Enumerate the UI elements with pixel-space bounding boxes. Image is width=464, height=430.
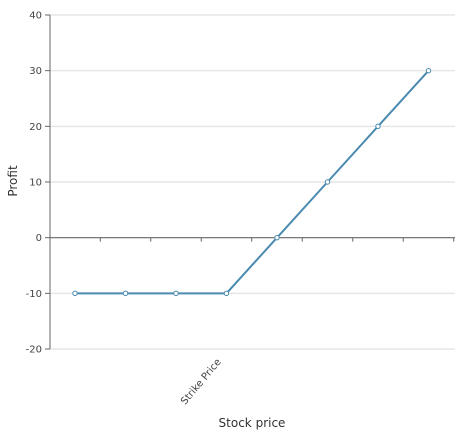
y-tick-labels: -20 -10 0 10 20 30 40: [26, 11, 50, 356]
y-tick-label: -20: [26, 345, 42, 356]
data-point: [122, 290, 129, 297]
y-tick-label: -10: [26, 289, 42, 300]
data-points: [72, 67, 432, 297]
y-tick-label: 20: [29, 122, 42, 133]
data-point: [72, 290, 78, 297]
y-tick-label: 10: [29, 178, 42, 189]
data-point: [223, 290, 230, 297]
data-point: [425, 67, 432, 74]
data-point: [375, 123, 381, 130]
y-tick-label: 40: [29, 11, 42, 22]
data-point: [274, 234, 280, 241]
grid-lines: [50, 14, 455, 350]
strike-price-label: Strike Price: [179, 357, 224, 407]
y-tick-label: 30: [29, 66, 42, 77]
series-line: [75, 69, 430, 295]
x-tick-marks: [99, 237, 455, 242]
y-axis-label: Profit: [6, 165, 20, 197]
data-point: [173, 290, 179, 297]
data-point: [324, 179, 331, 185]
x-axis-label: Stock price: [219, 416, 286, 430]
y-tick-label: 0: [36, 233, 42, 244]
